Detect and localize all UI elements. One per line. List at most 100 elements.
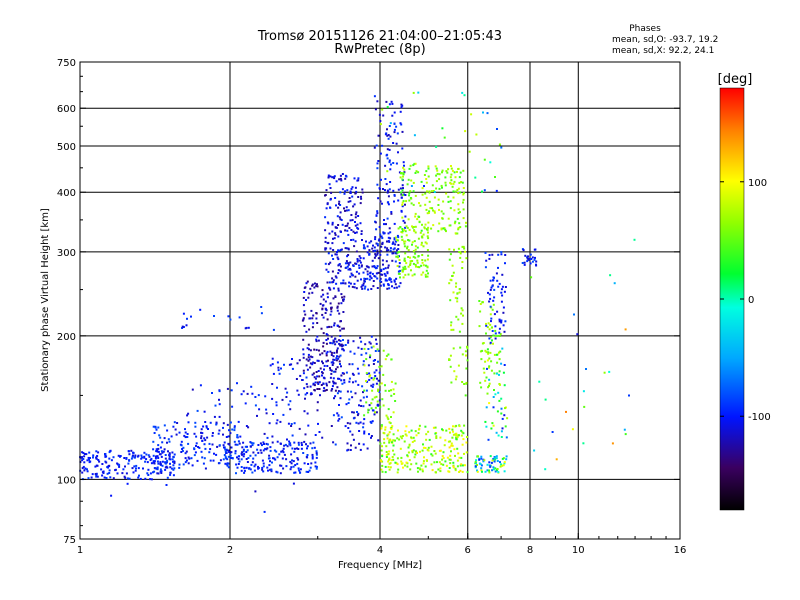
data-point — [134, 454, 137, 457]
data-point — [300, 444, 303, 446]
data-point — [335, 368, 337, 371]
data-point — [156, 468, 159, 471]
data-point — [384, 389, 387, 392]
data-point — [436, 461, 438, 464]
x-tick-label: 16 — [674, 545, 687, 556]
data-point — [376, 400, 379, 403]
data-point — [402, 187, 404, 190]
data-point — [404, 433, 407, 436]
data-point — [393, 194, 396, 196]
data-point — [458, 251, 461, 253]
data-point — [420, 241, 423, 244]
data-point — [336, 256, 339, 259]
data-point — [278, 372, 281, 375]
data-point — [321, 352, 324, 355]
data-point — [318, 388, 321, 390]
data-point — [252, 442, 255, 445]
data-point — [373, 265, 376, 268]
data-point — [456, 170, 458, 173]
data-point — [480, 464, 483, 467]
data-point — [461, 267, 464, 269]
data-point — [297, 393, 300, 396]
data-point — [342, 344, 345, 347]
data-point — [368, 249, 371, 252]
data-point — [380, 365, 383, 368]
data-point — [228, 429, 230, 432]
data-point — [344, 177, 347, 180]
data-point — [242, 455, 245, 458]
data-point — [353, 286, 356, 289]
data-point — [452, 425, 454, 428]
data-point — [485, 376, 488, 379]
data-point — [341, 372, 344, 375]
data-point — [409, 164, 412, 167]
data-point — [482, 111, 484, 114]
data-point — [448, 458, 451, 461]
data-point — [329, 247, 332, 250]
data-point — [196, 459, 199, 462]
data-point — [376, 277, 379, 280]
data-point — [137, 454, 140, 457]
data-point — [485, 324, 488, 327]
data-point — [341, 296, 344, 299]
data-point — [322, 293, 325, 296]
data-point — [380, 270, 383, 272]
data-point — [386, 217, 389, 220]
data-point — [316, 335, 319, 338]
data-point — [411, 225, 413, 228]
data-point — [573, 313, 575, 316]
data-point — [332, 362, 335, 365]
data-point — [347, 263, 350, 266]
data-point — [401, 194, 404, 197]
data-point — [132, 451, 134, 454]
data-point — [337, 302, 340, 305]
data-point — [348, 285, 351, 288]
data-point — [336, 355, 338, 358]
data-point — [296, 457, 299, 460]
data-point — [275, 470, 278, 473]
data-point — [355, 262, 358, 265]
data-point — [380, 268, 383, 271]
data-point — [465, 381, 468, 384]
data-point — [478, 325, 481, 328]
data-point — [147, 474, 150, 476]
data-point — [266, 443, 269, 446]
data-point — [328, 183, 331, 186]
data-point — [451, 428, 454, 431]
data-point — [425, 438, 428, 441]
data-point — [356, 259, 359, 262]
data-point — [417, 432, 420, 435]
data-point — [302, 452, 305, 454]
data-point — [234, 452, 237, 455]
data-point — [393, 280, 396, 283]
data-point — [290, 423, 293, 425]
data-point — [237, 463, 240, 465]
data-point — [339, 204, 342, 206]
data-point — [304, 393, 307, 396]
data-point — [498, 327, 501, 330]
data-point — [408, 443, 411, 446]
data-point — [393, 393, 396, 395]
data-point — [332, 380, 335, 383]
data-point — [205, 426, 208, 429]
data-point — [458, 456, 461, 459]
data-point — [186, 436, 189, 438]
data-point — [373, 396, 376, 399]
data-point — [168, 453, 171, 456]
data-point — [349, 430, 352, 433]
data-point — [497, 253, 500, 256]
data-point — [444, 228, 447, 231]
data-point — [415, 462, 418, 465]
data-point — [342, 279, 345, 282]
data-point — [492, 299, 495, 302]
data-point — [109, 450, 112, 453]
data-point — [243, 471, 246, 474]
data-point — [240, 469, 243, 472]
data-point — [488, 471, 491, 474]
data-point — [362, 271, 365, 274]
data-point — [380, 424, 383, 427]
data-point — [193, 447, 196, 450]
colorbar-label: [deg] — [718, 72, 753, 87]
data-point — [306, 385, 309, 388]
data-point — [436, 172, 439, 175]
